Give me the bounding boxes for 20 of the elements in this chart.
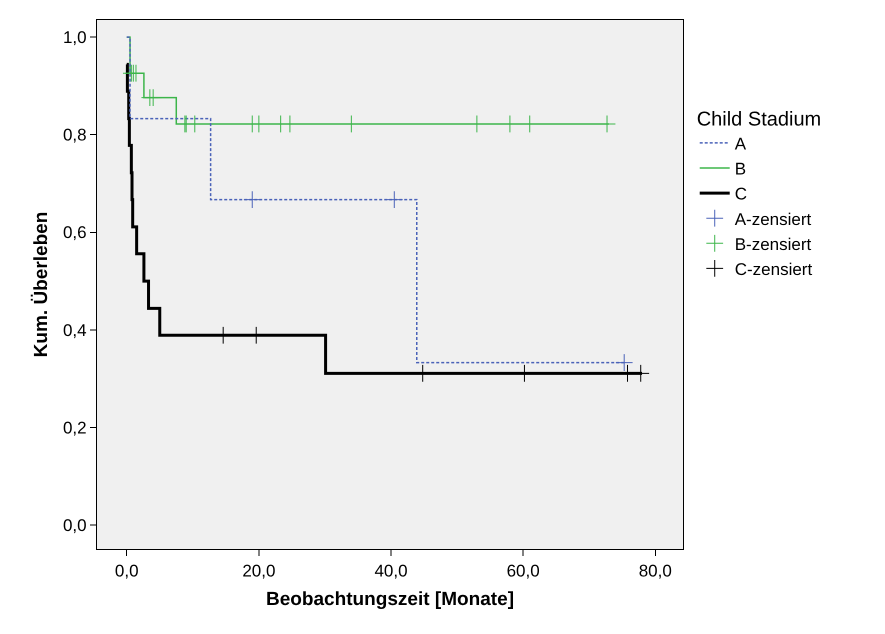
legend-label: C [734,184,747,204]
y-tick-label: 1,0 [62,28,87,48]
x-tick-label: 20,0 [242,561,276,580]
x-axis-title: Beobachtungszeit [Monate] [266,589,514,610]
y-tick-label: 0,6 [62,223,87,242]
x-tick-label: 40,0 [374,561,408,580]
legend-label: B-zensiert [734,234,812,254]
y-tick-label: 0,2 [62,418,87,438]
legend-label: A [734,134,747,154]
y-tick-label: 0,8 [62,126,87,145]
y-axis-title: Kum. Überleben [30,212,52,358]
y-tick-label: 0,0 [62,516,87,536]
x-tick-label: 60,0 [506,561,540,580]
legend-label: B [734,160,746,179]
x-tick-label: 80,0 [638,561,672,580]
y-tick-label: 0,4 [62,320,87,340]
legend-title: Child Stadium [696,108,822,130]
x-tick-label: 0,0 [114,561,139,580]
legend-label: A-zensiert [734,210,812,229]
legend-label: C-zensiert [734,260,812,280]
